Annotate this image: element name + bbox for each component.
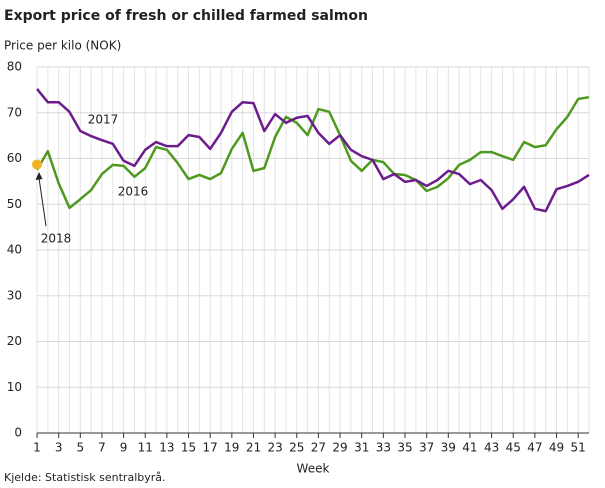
x-tick-label: 21	[246, 441, 261, 455]
x-tick-label: 43	[484, 441, 499, 455]
x-tick-label: 31	[354, 441, 369, 455]
y-tick-label: 0	[14, 426, 22, 440]
x-tick-label: 5	[76, 441, 84, 455]
y-axis-label: Price per kilo (NOK)	[4, 39, 121, 53]
x-tick-label: 13	[159, 441, 174, 455]
x-tick-label: 7	[98, 441, 106, 455]
y-tick-label: 40	[7, 243, 22, 257]
x-tick-label: 19	[224, 441, 239, 455]
x-tick-label: 37	[419, 441, 434, 455]
x-tick-label: 3	[55, 441, 63, 455]
y-tick-label: 50	[7, 197, 22, 211]
y-tick-label: 10	[7, 380, 22, 394]
source: Kjelde: Statistisk sentralbyrå.	[4, 471, 166, 484]
x-tick-label: 29	[332, 441, 347, 455]
plot	[32, 88, 590, 213]
x-tick-label: 41	[462, 441, 477, 455]
y-tick-label: 30	[7, 288, 22, 302]
x-tick-label: 11	[138, 441, 153, 455]
x-tick-label: 9	[120, 441, 128, 455]
x-tick-label: 47	[527, 441, 542, 455]
x-tick-label: 27	[311, 441, 326, 455]
annotation-arrow	[38, 177, 47, 227]
series-label: 2016	[118, 185, 149, 199]
x-tick-label: 23	[267, 441, 282, 455]
data-point	[32, 159, 42, 170]
arrow-head	[35, 172, 43, 180]
x-tick-label: 49	[549, 441, 564, 455]
x-tick-label: 33	[376, 441, 391, 455]
x-tick-label: 17	[203, 441, 218, 455]
data-line	[36, 88, 590, 213]
x-axis-label: Week	[297, 462, 330, 476]
series-label: 2018	[41, 232, 72, 246]
x-tick-label: 45	[506, 441, 521, 455]
y-tick-label: 60	[7, 151, 22, 165]
y-tick-label: 80	[7, 60, 22, 74]
x-tick-label: 39	[441, 441, 456, 455]
series-label: 2017	[88, 113, 119, 127]
x-tick-label: 1	[33, 441, 41, 455]
chart-title: Export price of fresh or chilled farmed …	[4, 8, 368, 24]
y-tick-label: 20	[7, 334, 22, 348]
x-tick-label: 35	[397, 441, 412, 455]
x-tick-label: 15	[181, 441, 196, 455]
y-tick-label: 70	[7, 105, 22, 119]
x-tick-label: 51	[571, 441, 586, 455]
x-tick-label: 25	[289, 441, 304, 455]
